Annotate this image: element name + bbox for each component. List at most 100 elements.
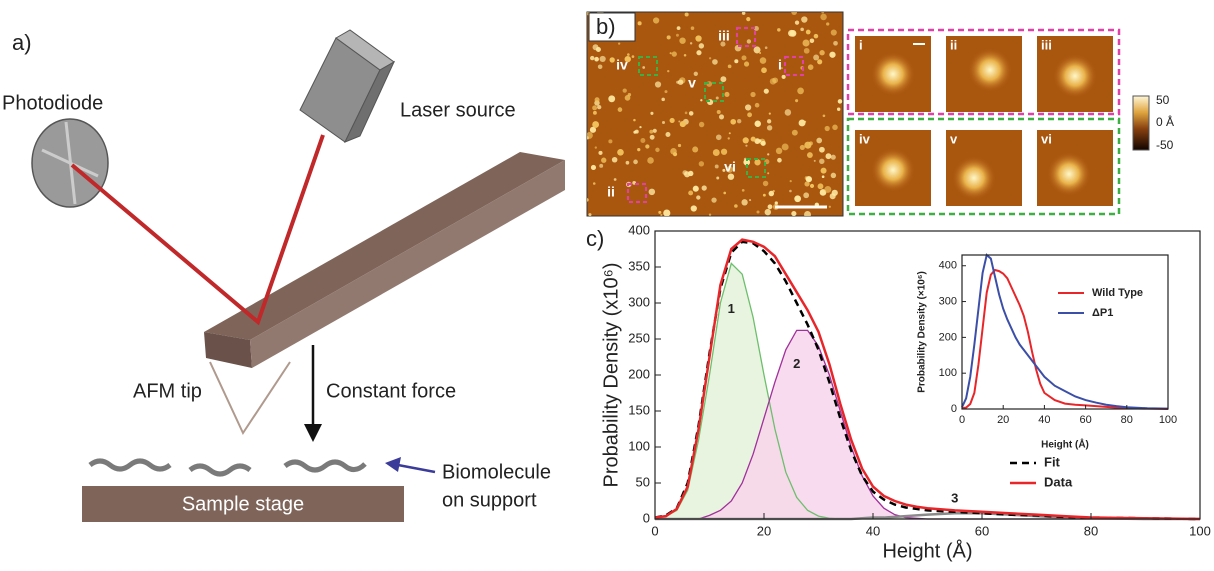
afm-particle [609, 57, 615, 63]
afm-particle [767, 153, 770, 156]
afm-particle [727, 64, 732, 69]
y-tick-label: 150 [628, 402, 650, 417]
zoom-particle [952, 156, 996, 200]
afm-particle [802, 39, 810, 47]
afm-particle [746, 39, 752, 44]
afm-particle [684, 111, 688, 115]
afm-particle [627, 53, 630, 56]
afm-particle [742, 137, 749, 144]
label: Biomolecule [442, 461, 551, 483]
afm-particle [639, 126, 642, 129]
afm-particle [698, 121, 705, 128]
afm-particle [754, 138, 761, 144]
y-axis-label: Probability Density (×10⁶) [917, 271, 928, 393]
afm-particle [592, 182, 596, 185]
afm-particle [720, 148, 728, 155]
afm-particle [660, 213, 663, 216]
afm-particle [768, 190, 775, 197]
afm-particle [758, 139, 762, 143]
afm-particle [760, 140, 766, 146]
afm-particle [712, 59, 718, 65]
afm-particle [746, 17, 751, 22]
afm-particle [768, 112, 771, 115]
y-tick-label: 400 [939, 260, 957, 272]
afm-particle [804, 181, 810, 187]
line [654, 240, 1201, 521]
axes-frame [961, 254, 1169, 410]
biomolecules [88, 458, 367, 477]
afm-particle [727, 173, 735, 180]
afm-particle [745, 104, 752, 111]
afm-particle [825, 153, 832, 160]
y-tick-label: 400 [628, 222, 650, 237]
label: Constant force [326, 380, 456, 402]
afm-particle [764, 46, 768, 50]
afm-particle [753, 46, 761, 54]
force-arrow [304, 345, 322, 442]
region-box [627, 183, 647, 203]
afm-particle [750, 136, 756, 142]
afm-particle [741, 12, 746, 15]
afm-particle [741, 199, 748, 206]
afm-particle [676, 26, 681, 31]
afm-particle [645, 144, 650, 149]
afm-particle [766, 125, 773, 131]
afm-particle [726, 165, 734, 173]
x-tick-label: 0 [959, 414, 965, 426]
photodiode-icon [31, 118, 109, 208]
afm-particle [690, 26, 695, 30]
afm-particle [624, 55, 631, 63]
afm-particle [653, 17, 660, 24]
afm-particle [832, 124, 838, 131]
afm-particle [625, 160, 630, 165]
afm-particle [647, 157, 654, 164]
afm-tip [209, 361, 291, 436]
afm-particle [791, 129, 798, 136]
afm-particle [801, 16, 808, 23]
zoom-particle [1047, 152, 1091, 196]
y-tick-label: 200 [628, 366, 650, 381]
afm-particle [696, 50, 702, 56]
afm-particle [590, 55, 595, 61]
afm-particle [665, 131, 671, 137]
afm-particle [648, 188, 656, 196]
afm-particle [727, 137, 730, 140]
afm-particle [592, 105, 598, 111]
afm-particle [722, 168, 726, 172]
afm-particle [822, 114, 826, 118]
afm-particle [809, 38, 815, 44]
y-tick-label: 100 [939, 367, 957, 379]
afm-particle [803, 192, 810, 199]
region-box [704, 82, 724, 102]
afm-particle [701, 185, 707, 191]
afm-particle [608, 139, 613, 144]
afm-particle [749, 199, 752, 202]
afm-particle [762, 180, 769, 187]
afm-particle [618, 42, 621, 45]
x-tick-label: 20 [997, 414, 1009, 426]
afm-particle [677, 79, 684, 85]
afm-particle [599, 55, 606, 63]
afm-particle [589, 126, 597, 133]
line [654, 238, 1201, 521]
afm-particle [828, 205, 832, 208]
afm-particle [821, 175, 825, 179]
afm-particle [587, 198, 589, 202]
afm-particle [594, 56, 599, 62]
panel-label: a) [12, 30, 32, 55]
y-tick-label: 350 [628, 258, 650, 273]
panel-label: b) [596, 14, 616, 39]
afm-particle [809, 183, 815, 189]
afm-particle [669, 117, 675, 124]
afm-particle [804, 211, 811, 216]
afm-particle [754, 102, 760, 108]
afm-particle [741, 55, 747, 61]
afm-particle [824, 125, 830, 132]
afm-image [586, 11, 844, 217]
label: Photodiode [2, 92, 103, 114]
afm-particle [723, 191, 727, 195]
x-tick-label: 60 [975, 523, 989, 538]
x-tick-label: 100 [1189, 523, 1211, 538]
afm-particle [698, 43, 705, 49]
